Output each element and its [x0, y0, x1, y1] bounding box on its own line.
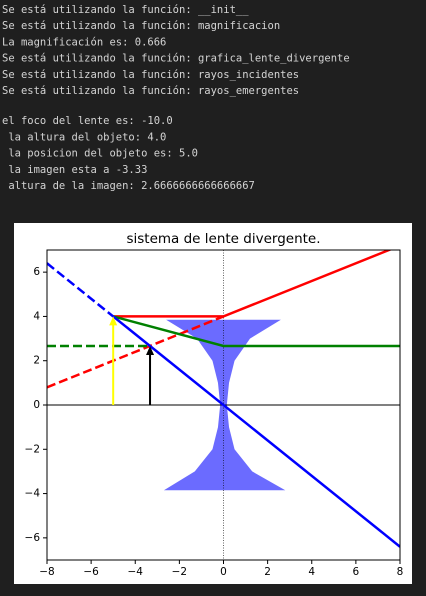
ray: [47, 315, 224, 389]
console-line: Se está utilizando la función: __init__: [2, 4, 249, 16]
y-tick-label: −6: [25, 532, 41, 544]
ray: [112, 315, 400, 348]
console-line: la altura del objeto: 4.0: [2, 131, 166, 143]
y-tick-label: −4: [25, 488, 41, 500]
console-line: la imagen esta a -3.33: [2, 164, 147, 176]
y-tick-label: 0: [33, 399, 40, 411]
console-line: el foco del lente es: -10.0: [2, 115, 173, 127]
arrow-head: [109, 316, 118, 326]
x-tick-label: 4: [308, 566, 315, 578]
console-line: altura de la imagen: 2.6666666666666667: [2, 180, 255, 192]
console-line: Se está utilizando la función: rayos_eme…: [2, 85, 299, 97]
chart-title: sistema de lente divergente.: [126, 231, 320, 247]
x-tick-label: 0: [220, 566, 227, 578]
y-tick-label: 2: [33, 355, 40, 367]
x-tick-label: −4: [128, 566, 144, 578]
figure: [14, 223, 412, 584]
ray: [47, 262, 114, 318]
console-line: la posicion del objeto es: 5.0: [2, 148, 198, 160]
y-tick-label: −2: [25, 443, 40, 455]
x-tick-label: −8: [39, 566, 54, 578]
x-tick-label: −6: [83, 566, 99, 578]
plot-area: [47, 250, 400, 560]
console-line: Se está utilizando la función: grafica_l…: [2, 53, 350, 65]
x-tick-label: 8: [397, 566, 404, 578]
arrow-head: [146, 345, 155, 355]
x-tick-label: 2: [264, 566, 271, 578]
ray: [112, 315, 400, 548]
console-line: Se está utilizando la función: magnifica…: [2, 20, 280, 32]
x-tick-label: 6: [353, 566, 360, 578]
console-line: Se está utilizando la función: rayos_inc…: [2, 69, 299, 81]
y-tick-label: 6: [33, 266, 40, 278]
x-tick-label: −2: [172, 566, 187, 578]
console-line: La magnificación es: 0.666: [2, 36, 166, 48]
y-tick-label: 4: [33, 310, 40, 322]
